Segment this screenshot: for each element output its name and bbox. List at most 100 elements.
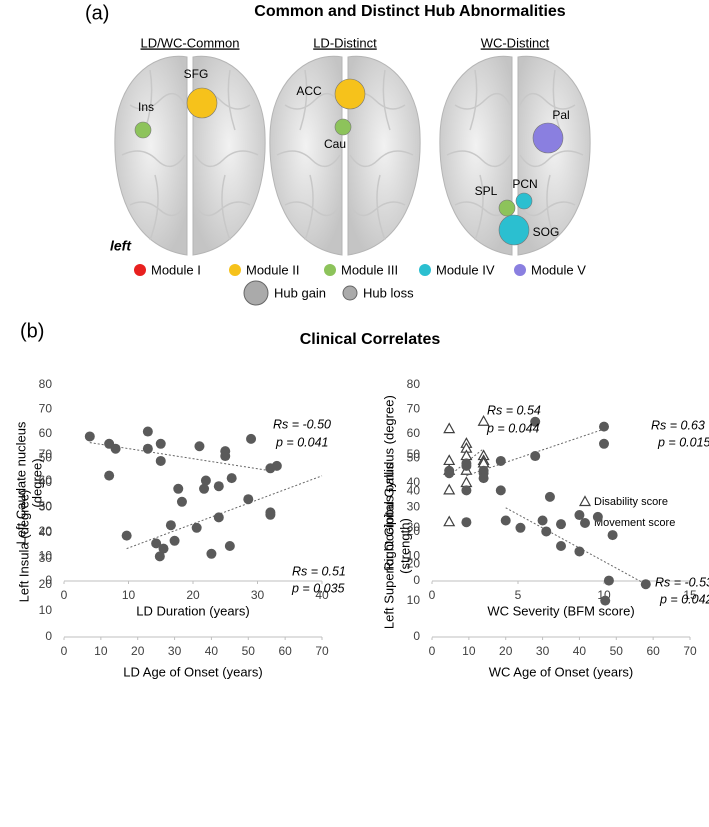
legend-swatch — [134, 264, 146, 276]
y-tick-label: 30 — [407, 520, 421, 534]
point — [84, 431, 95, 442]
point — [443, 515, 456, 527]
point — [461, 485, 472, 496]
y-tick-label: 0 — [45, 629, 52, 643]
point — [530, 416, 541, 427]
point — [142, 426, 153, 437]
point — [556, 519, 566, 530]
point — [599, 421, 609, 432]
y-tick-label: 10 — [407, 593, 421, 607]
y-tick-label: 20 — [407, 524, 421, 538]
y-tick-label: 0 — [45, 573, 52, 587]
legend-label: Movement score — [594, 517, 675, 529]
point — [246, 433, 257, 444]
side-label: left — [110, 238, 132, 254]
point — [154, 551, 165, 562]
x-tick-label: 10 — [122, 588, 136, 602]
point — [443, 483, 456, 495]
point — [121, 530, 132, 541]
point — [443, 454, 456, 466]
y-axis-label: Left Insula (degree) — [16, 490, 31, 603]
hub-node — [134, 121, 152, 139]
hub-node — [334, 118, 352, 136]
y-axis-label: Left Caudate nucleus — [13, 421, 28, 544]
hub-node — [498, 199, 516, 217]
x-tick-label: 20 — [186, 588, 200, 602]
point — [110, 443, 121, 454]
hub-node — [532, 122, 564, 154]
point — [443, 422, 456, 434]
legend-label: Disability score — [594, 496, 668, 508]
y-tick-label: 70 — [39, 402, 53, 416]
point — [243, 494, 254, 505]
point — [515, 522, 526, 533]
y-tick-label: 40 — [39, 525, 53, 539]
node-label: SOG — [533, 225, 560, 239]
point — [444, 468, 455, 479]
y-tick-label: 10 — [39, 603, 53, 617]
y-tick-label: 40 — [407, 475, 421, 489]
annotation: p = 0.042 — [659, 592, 709, 606]
legend-label: Module IV — [436, 262, 495, 277]
legend-swatch — [419, 264, 431, 276]
point — [194, 441, 205, 452]
x-axis-label: LD Age of Onset (years) — [123, 664, 262, 679]
point — [495, 485, 506, 496]
legend-label: Module II — [246, 262, 299, 277]
point — [176, 496, 187, 507]
point — [460, 476, 473, 488]
point — [530, 451, 541, 462]
point — [199, 483, 210, 494]
y-tick-label: 40 — [407, 484, 421, 498]
legend-swatch — [229, 264, 241, 276]
legend-label: Module V — [531, 262, 586, 277]
node-label: Cau — [324, 137, 346, 151]
legend-swatch — [243, 280, 269, 306]
hub-node — [498, 214, 530, 246]
y-tick-label: 70 — [407, 402, 421, 416]
point — [155, 455, 166, 466]
annotation: p = 0.041 — [275, 435, 328, 449]
y-tick-label: 30 — [39, 500, 53, 514]
y-tick-label: 50 — [407, 451, 421, 465]
y-tick-label: 80 — [39, 377, 53, 391]
annotation: Rs = 0.51 — [292, 564, 346, 578]
point — [220, 451, 231, 462]
x-tick-label: 70 — [683, 644, 697, 658]
node-label: ACC — [296, 84, 322, 98]
point — [478, 473, 489, 484]
point — [213, 481, 224, 492]
panel-label: (a) — [85, 2, 109, 24]
x-tick-label: 40 — [315, 588, 329, 602]
x-tick-label: 5 — [515, 588, 522, 602]
point — [461, 517, 472, 528]
point — [265, 509, 276, 520]
annotation: p = 0.015 — [657, 435, 709, 449]
y-tick-label: 50 — [39, 451, 53, 465]
y-tick-label: 10 — [39, 549, 53, 563]
point — [142, 443, 153, 454]
annotation: Rs = -0.50 — [273, 417, 331, 431]
column-header: LD-Distinct — [313, 35, 377, 50]
x-tick-label: 30 — [536, 644, 550, 658]
panel-label: (b) — [20, 320, 44, 342]
y-tick-label: 60 — [39, 473, 53, 487]
point — [640, 579, 651, 590]
column-header: WC-Distinct — [481, 35, 550, 50]
x-axis-label: WC Severity (BFM score) — [487, 603, 634, 618]
point — [600, 595, 611, 606]
annotation: p = 0.044 — [486, 421, 540, 435]
point — [537, 515, 548, 526]
legend-swatch — [514, 264, 526, 276]
point — [226, 473, 237, 484]
annotation: p = 0.035 — [291, 581, 345, 595]
point — [607, 530, 618, 541]
legend-swatch — [580, 518, 590, 528]
y-tick-label: 80 — [407, 377, 421, 391]
y-tick-label: 40 — [39, 475, 53, 489]
annotation: Rs = 0.63 — [651, 418, 705, 432]
y-tick-label: 30 — [407, 500, 421, 514]
point — [213, 512, 224, 523]
point — [541, 526, 552, 537]
